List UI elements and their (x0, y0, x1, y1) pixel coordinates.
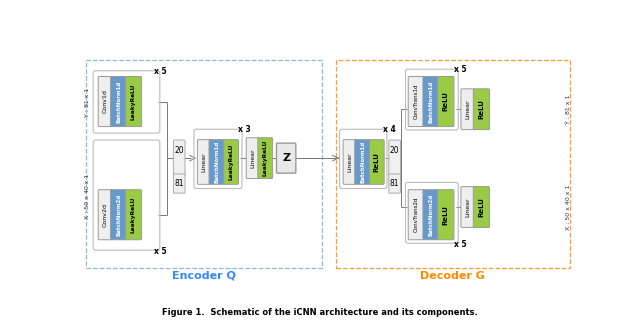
Text: x 5: x 5 (154, 67, 167, 76)
FancyBboxPatch shape (423, 76, 439, 127)
Text: BatchNorm1d: BatchNorm1d (429, 80, 433, 123)
Text: x 5: x 5 (454, 240, 467, 249)
Text: Ỹ : 81 x 1: Ỹ : 81 x 1 (566, 94, 571, 124)
Text: Conv2d: Conv2d (102, 203, 108, 227)
Text: Linear: Linear (250, 148, 255, 168)
FancyBboxPatch shape (111, 76, 127, 127)
Text: ReLU: ReLU (443, 92, 449, 111)
FancyBboxPatch shape (246, 138, 259, 179)
FancyBboxPatch shape (173, 140, 185, 176)
FancyBboxPatch shape (197, 140, 211, 184)
Text: ConvTrans1d: ConvTrans1d (414, 84, 419, 119)
FancyBboxPatch shape (389, 174, 401, 193)
FancyBboxPatch shape (98, 190, 112, 240)
Text: BatchNorm2d: BatchNorm2d (116, 194, 121, 236)
Text: X̃ : 50 x 40 x 1: X̃ : 50 x 40 x 1 (566, 184, 571, 230)
Text: ReLU: ReLU (443, 205, 449, 225)
Text: LeakyReLU: LeakyReLU (263, 140, 268, 176)
Text: Figure 1.  Schematic of the iCNN architecture and its components.: Figure 1. Schematic of the iCNN architec… (162, 308, 478, 317)
FancyBboxPatch shape (474, 89, 490, 130)
Text: 20: 20 (390, 146, 399, 155)
Bar (336, 60, 570, 268)
FancyBboxPatch shape (125, 190, 141, 240)
Text: BatchNorm1d: BatchNorm1d (360, 141, 365, 183)
Text: Linear: Linear (465, 197, 470, 217)
FancyBboxPatch shape (224, 140, 239, 184)
Text: 20: 20 (174, 146, 184, 155)
FancyBboxPatch shape (461, 89, 475, 130)
FancyBboxPatch shape (98, 76, 112, 127)
Text: X : 50 x 40 x 1: X : 50 x 40 x 1 (85, 173, 90, 219)
FancyBboxPatch shape (258, 138, 273, 179)
Text: ReLU: ReLU (479, 197, 484, 217)
FancyBboxPatch shape (408, 76, 424, 127)
FancyBboxPatch shape (173, 174, 185, 193)
FancyBboxPatch shape (438, 190, 454, 240)
FancyBboxPatch shape (276, 143, 296, 173)
Text: 81: 81 (175, 179, 184, 188)
Text: Conv1d: Conv1d (102, 90, 108, 114)
Text: x 3: x 3 (238, 125, 251, 134)
Text: LeakyReLU: LeakyReLU (131, 83, 136, 120)
Text: ReLU: ReLU (479, 99, 484, 119)
Bar (86, 60, 322, 268)
FancyBboxPatch shape (461, 187, 475, 228)
Text: ReLU: ReLU (374, 152, 380, 172)
FancyBboxPatch shape (343, 140, 356, 184)
FancyBboxPatch shape (111, 190, 127, 240)
Text: BatchNorm2d: BatchNorm2d (429, 194, 433, 236)
FancyBboxPatch shape (209, 140, 225, 184)
FancyBboxPatch shape (474, 187, 490, 228)
FancyBboxPatch shape (438, 76, 454, 127)
Text: Linear: Linear (347, 152, 352, 172)
Text: x 5: x 5 (154, 247, 167, 256)
FancyBboxPatch shape (423, 190, 439, 240)
Text: Y : 81 x 1: Y : 81 x 1 (85, 88, 90, 117)
FancyBboxPatch shape (408, 190, 424, 240)
Text: x 4: x 4 (383, 125, 396, 134)
Text: LeakyReLU: LeakyReLU (131, 196, 136, 233)
FancyBboxPatch shape (355, 140, 371, 184)
Text: Encoder Q: Encoder Q (172, 271, 236, 281)
Text: LeakyReLU: LeakyReLU (228, 144, 234, 180)
Text: Z: Z (282, 153, 290, 163)
Text: ConvTrans2d: ConvTrans2d (414, 197, 419, 232)
Text: Linear: Linear (465, 100, 470, 119)
FancyBboxPatch shape (389, 140, 401, 176)
Text: Decoder G: Decoder G (420, 271, 484, 281)
Text: BatchNorm1d: BatchNorm1d (116, 80, 121, 123)
Text: BatchNorm1d: BatchNorm1d (214, 141, 220, 183)
FancyBboxPatch shape (125, 76, 141, 127)
Text: x 5: x 5 (454, 66, 467, 75)
FancyBboxPatch shape (369, 140, 384, 184)
Text: 81: 81 (390, 179, 399, 188)
Text: Linear: Linear (202, 152, 207, 172)
